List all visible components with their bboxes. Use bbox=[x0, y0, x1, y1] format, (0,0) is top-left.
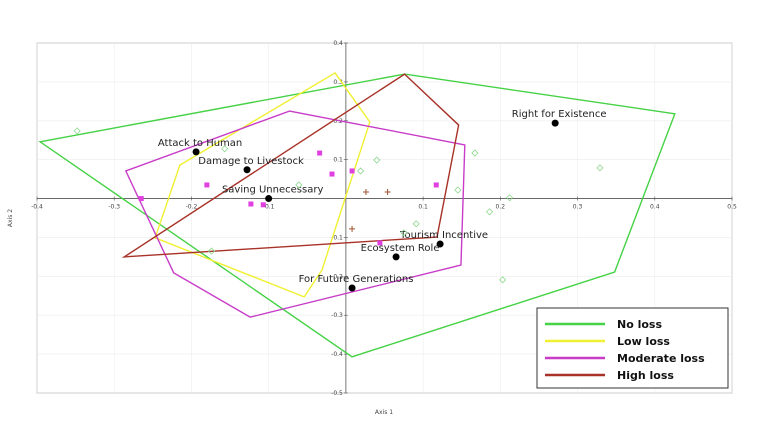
x-tick-label: 0.1 bbox=[418, 204, 428, 211]
point bbox=[471, 149, 479, 157]
legend-label: High loss bbox=[617, 369, 674, 382]
point-label: Ecosystem Role bbox=[361, 243, 440, 254]
point bbox=[349, 225, 356, 232]
x-tick-label: 0.4 bbox=[650, 204, 660, 211]
y-tick-label: -0.3 bbox=[331, 312, 343, 319]
point bbox=[207, 247, 216, 255]
point bbox=[192, 148, 200, 156]
legend-label: Moderate loss bbox=[617, 352, 705, 365]
point bbox=[392, 253, 400, 261]
y-tick-label: -0.5 bbox=[331, 390, 343, 397]
point bbox=[221, 145, 229, 153]
point bbox=[373, 156, 381, 164]
point-label: Tourism Incentive bbox=[399, 230, 488, 241]
point-label: Right for Existence bbox=[512, 109, 607, 120]
point bbox=[412, 220, 420, 228]
point bbox=[596, 164, 604, 172]
point bbox=[248, 201, 254, 207]
y-tick-label: -0.4 bbox=[331, 351, 343, 358]
point bbox=[349, 168, 355, 174]
point-label: For Future Generations bbox=[299, 274, 414, 285]
y-tick-label: 0.4 bbox=[333, 40, 343, 47]
point bbox=[433, 182, 439, 188]
point bbox=[362, 188, 369, 195]
group-hull bbox=[121, 73, 460, 258]
point bbox=[265, 195, 273, 203]
point bbox=[243, 166, 251, 174]
legend-label: Low loss bbox=[617, 335, 670, 348]
y-tick-label: 0.2 bbox=[333, 118, 343, 125]
point bbox=[295, 181, 303, 189]
point bbox=[317, 150, 323, 156]
point bbox=[73, 127, 81, 135]
x-axis-title: Axis 1 bbox=[375, 409, 393, 416]
point-label: Damage to Livestock bbox=[198, 156, 304, 167]
point-label: Attack to Human bbox=[158, 138, 242, 149]
x-tick-label: -0.2 bbox=[186, 204, 198, 211]
y-tick-label: 0.3 bbox=[333, 79, 343, 86]
point bbox=[329, 171, 335, 177]
point bbox=[204, 182, 210, 188]
y-tick-label: 0.1 bbox=[333, 157, 343, 164]
group-hull bbox=[124, 110, 466, 318]
point bbox=[454, 186, 462, 194]
point bbox=[348, 284, 356, 292]
point bbox=[506, 194, 514, 202]
y-tick-label: -0.2 bbox=[331, 273, 343, 280]
point bbox=[551, 119, 559, 127]
x-tick-label: 0.2 bbox=[496, 204, 506, 211]
point-label: Saving Unnecessary bbox=[222, 185, 323, 196]
point bbox=[384, 188, 391, 195]
point bbox=[499, 276, 507, 284]
x-tick-label: 0.5 bbox=[727, 204, 737, 211]
point bbox=[400, 229, 408, 237]
point bbox=[138, 196, 144, 202]
point bbox=[377, 240, 383, 246]
point bbox=[436, 240, 444, 248]
point bbox=[485, 208, 494, 216]
legend-label: No loss bbox=[617, 318, 662, 331]
x-tick-label: 0.3 bbox=[573, 204, 583, 211]
y-tick-label: -0.1 bbox=[331, 234, 343, 241]
point bbox=[356, 167, 365, 175]
x-tick-label: -0.4 bbox=[31, 204, 43, 211]
x-tick-label: -0.3 bbox=[108, 204, 120, 211]
x-tick-label: -0.1 bbox=[263, 204, 275, 211]
group-hull bbox=[154, 72, 371, 298]
y-axis-title: Axis 2 bbox=[7, 209, 14, 227]
point bbox=[260, 202, 266, 208]
